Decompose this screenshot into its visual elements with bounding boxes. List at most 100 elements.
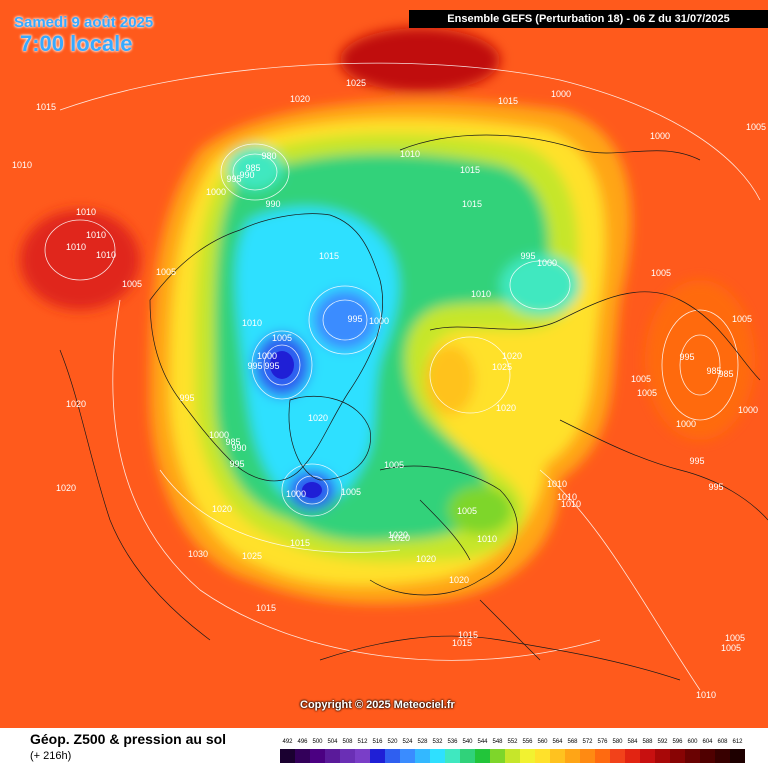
color-scale-tick-label: 564 [552, 739, 563, 745]
pressure-label: 1005 [122, 279, 142, 289]
pressure-label: 1005 [457, 506, 477, 516]
pressure-label: 995 [708, 482, 723, 492]
color-scale-tick-label: 608 [717, 739, 728, 745]
color-scale-tick-label: 592 [657, 739, 668, 745]
pressure-label: 1020 [56, 483, 76, 493]
color-scale-tick-label: 496 [297, 739, 308, 745]
pressure-label: 1010 [86, 230, 106, 240]
color-scale-swatch [550, 749, 565, 763]
pressure-label: 1010 [76, 207, 96, 217]
color-scale-tick-label: 516 [372, 739, 383, 745]
color-scale-swatch [385, 749, 400, 763]
pressure-label: 990 [265, 199, 280, 209]
pressure-label: 1010 [96, 250, 116, 260]
color-scale-swatch [415, 749, 430, 763]
pressure-label: 1020 [502, 351, 522, 361]
legend-footer: Géop. Z500 & pression au sol (+ 216h) 49… [0, 728, 768, 768]
pressure-label: 995 [347, 314, 362, 324]
color-scale-tick-label: 612 [732, 739, 743, 745]
pressure-label: 995 [247, 361, 262, 371]
pressure-label: 1010 [12, 160, 32, 170]
pressure-label: 1030 [188, 549, 208, 559]
color-scale-swatch [400, 749, 415, 763]
color-scale-swatch [700, 749, 715, 763]
color-scale-swatch [445, 749, 460, 763]
pressure-label: 1020 [496, 403, 516, 413]
color-scale-tick-label: 520 [387, 739, 398, 745]
isobar-contours [44, 62, 761, 691]
color-scale-tick-label: 492 [282, 739, 293, 745]
pressure-label: 1020 [388, 530, 408, 540]
color-scale-swatch [325, 749, 340, 763]
pressure-label: 995 [689, 456, 704, 466]
model-run-info: Ensemble GEFS (Perturbation 18) - 06 Z d… [409, 10, 768, 28]
pressure-label: 1000 [650, 131, 670, 141]
pressure-label: 1015 [256, 603, 276, 613]
pressure-label: 1015 [290, 538, 310, 548]
map-parameter-title: Géop. Z500 & pression au sol [30, 731, 227, 747]
pressure-label: 1005 [637, 388, 657, 398]
pressure-label: 1005 [746, 122, 766, 132]
pressure-label: 1010 [477, 534, 497, 544]
pressure-label: 1025 [492, 362, 512, 372]
pressure-label: 1010 [557, 492, 577, 502]
pressure-label: 1000 [257, 351, 277, 361]
pressure-label: 995 [226, 174, 241, 184]
color-scale-swatch [625, 749, 640, 763]
pressure-label: 1005 [156, 267, 176, 277]
pressure-label: 1020 [66, 399, 86, 409]
color-scale-swatch [610, 749, 625, 763]
pressure-label: 1010 [696, 690, 716, 700]
pressure-label: 1015 [460, 165, 480, 175]
color-scale-tick-label: 508 [342, 739, 353, 745]
z500-fill [0, 0, 768, 728]
color-scale-tick-label: 536 [447, 739, 458, 745]
color-scale-swatch [670, 749, 685, 763]
color-scale-tick-label: 568 [567, 739, 578, 745]
pressure-label: 1020 [212, 504, 232, 514]
color-scale-swatch [640, 749, 655, 763]
color-scale-tick-label: 584 [627, 739, 638, 745]
pressure-label: 1015 [319, 251, 339, 261]
pressure-label: 1020 [449, 575, 469, 585]
pressure-label: 990 [231, 443, 246, 453]
color-scale-tick-label: 552 [507, 739, 518, 745]
pressure-label: 1015 [458, 630, 478, 640]
pressure-label: 995 [520, 251, 535, 261]
color-scale-swatch [430, 749, 445, 763]
color-scale-swatch [460, 749, 475, 763]
color-scale-tick-label: 576 [597, 739, 608, 745]
pressure-label: 990 [239, 170, 254, 180]
color-scale-tick-label: 600 [687, 739, 698, 745]
pressure-label: 1000 [551, 89, 571, 99]
pressure-label: 1000 [286, 489, 306, 499]
coastlines [59, 134, 768, 681]
color-scale-swatch [685, 749, 700, 763]
pressure-label: 1015 [498, 96, 518, 106]
pressure-label: 1010 [471, 289, 491, 299]
color-scale-swatch [655, 749, 670, 763]
pressure-label: 1010 [400, 149, 420, 159]
color-scale-tick-label: 500 [312, 739, 323, 745]
color-scale-tick-label: 604 [702, 739, 713, 745]
color-scale-swatch [520, 749, 535, 763]
color-scale-swatch [580, 749, 595, 763]
color-scale-swatch [505, 749, 520, 763]
color-scale-swatch [310, 749, 325, 763]
pressure-label: 1025 [242, 551, 262, 561]
color-scale-swatch [715, 749, 730, 763]
color-scale-swatch [730, 749, 745, 763]
pressure-label: 1005 [725, 633, 745, 643]
color-scale-tick-label: 556 [522, 739, 533, 745]
copyright-notice: Copyright © 2025 Meteociel.fr [300, 699, 455, 711]
geopotential-map: 1025102010151015100010051000101098098599… [0, 0, 768, 728]
z500-color-scale: 492 496 500 504 508 512 516 520 524 528 532 536 540 5… [280, 739, 745, 763]
color-scale-tick-label: 544 [477, 739, 488, 745]
pressure-label: 1005 [341, 487, 361, 497]
color-scale-swatch [280, 749, 295, 763]
pressure-label: 1020 [308, 413, 328, 423]
pressure-label: 1025 [346, 78, 366, 88]
color-scale-tick-label: 512 [357, 739, 368, 745]
pressure-label: 1000 [676, 419, 696, 429]
